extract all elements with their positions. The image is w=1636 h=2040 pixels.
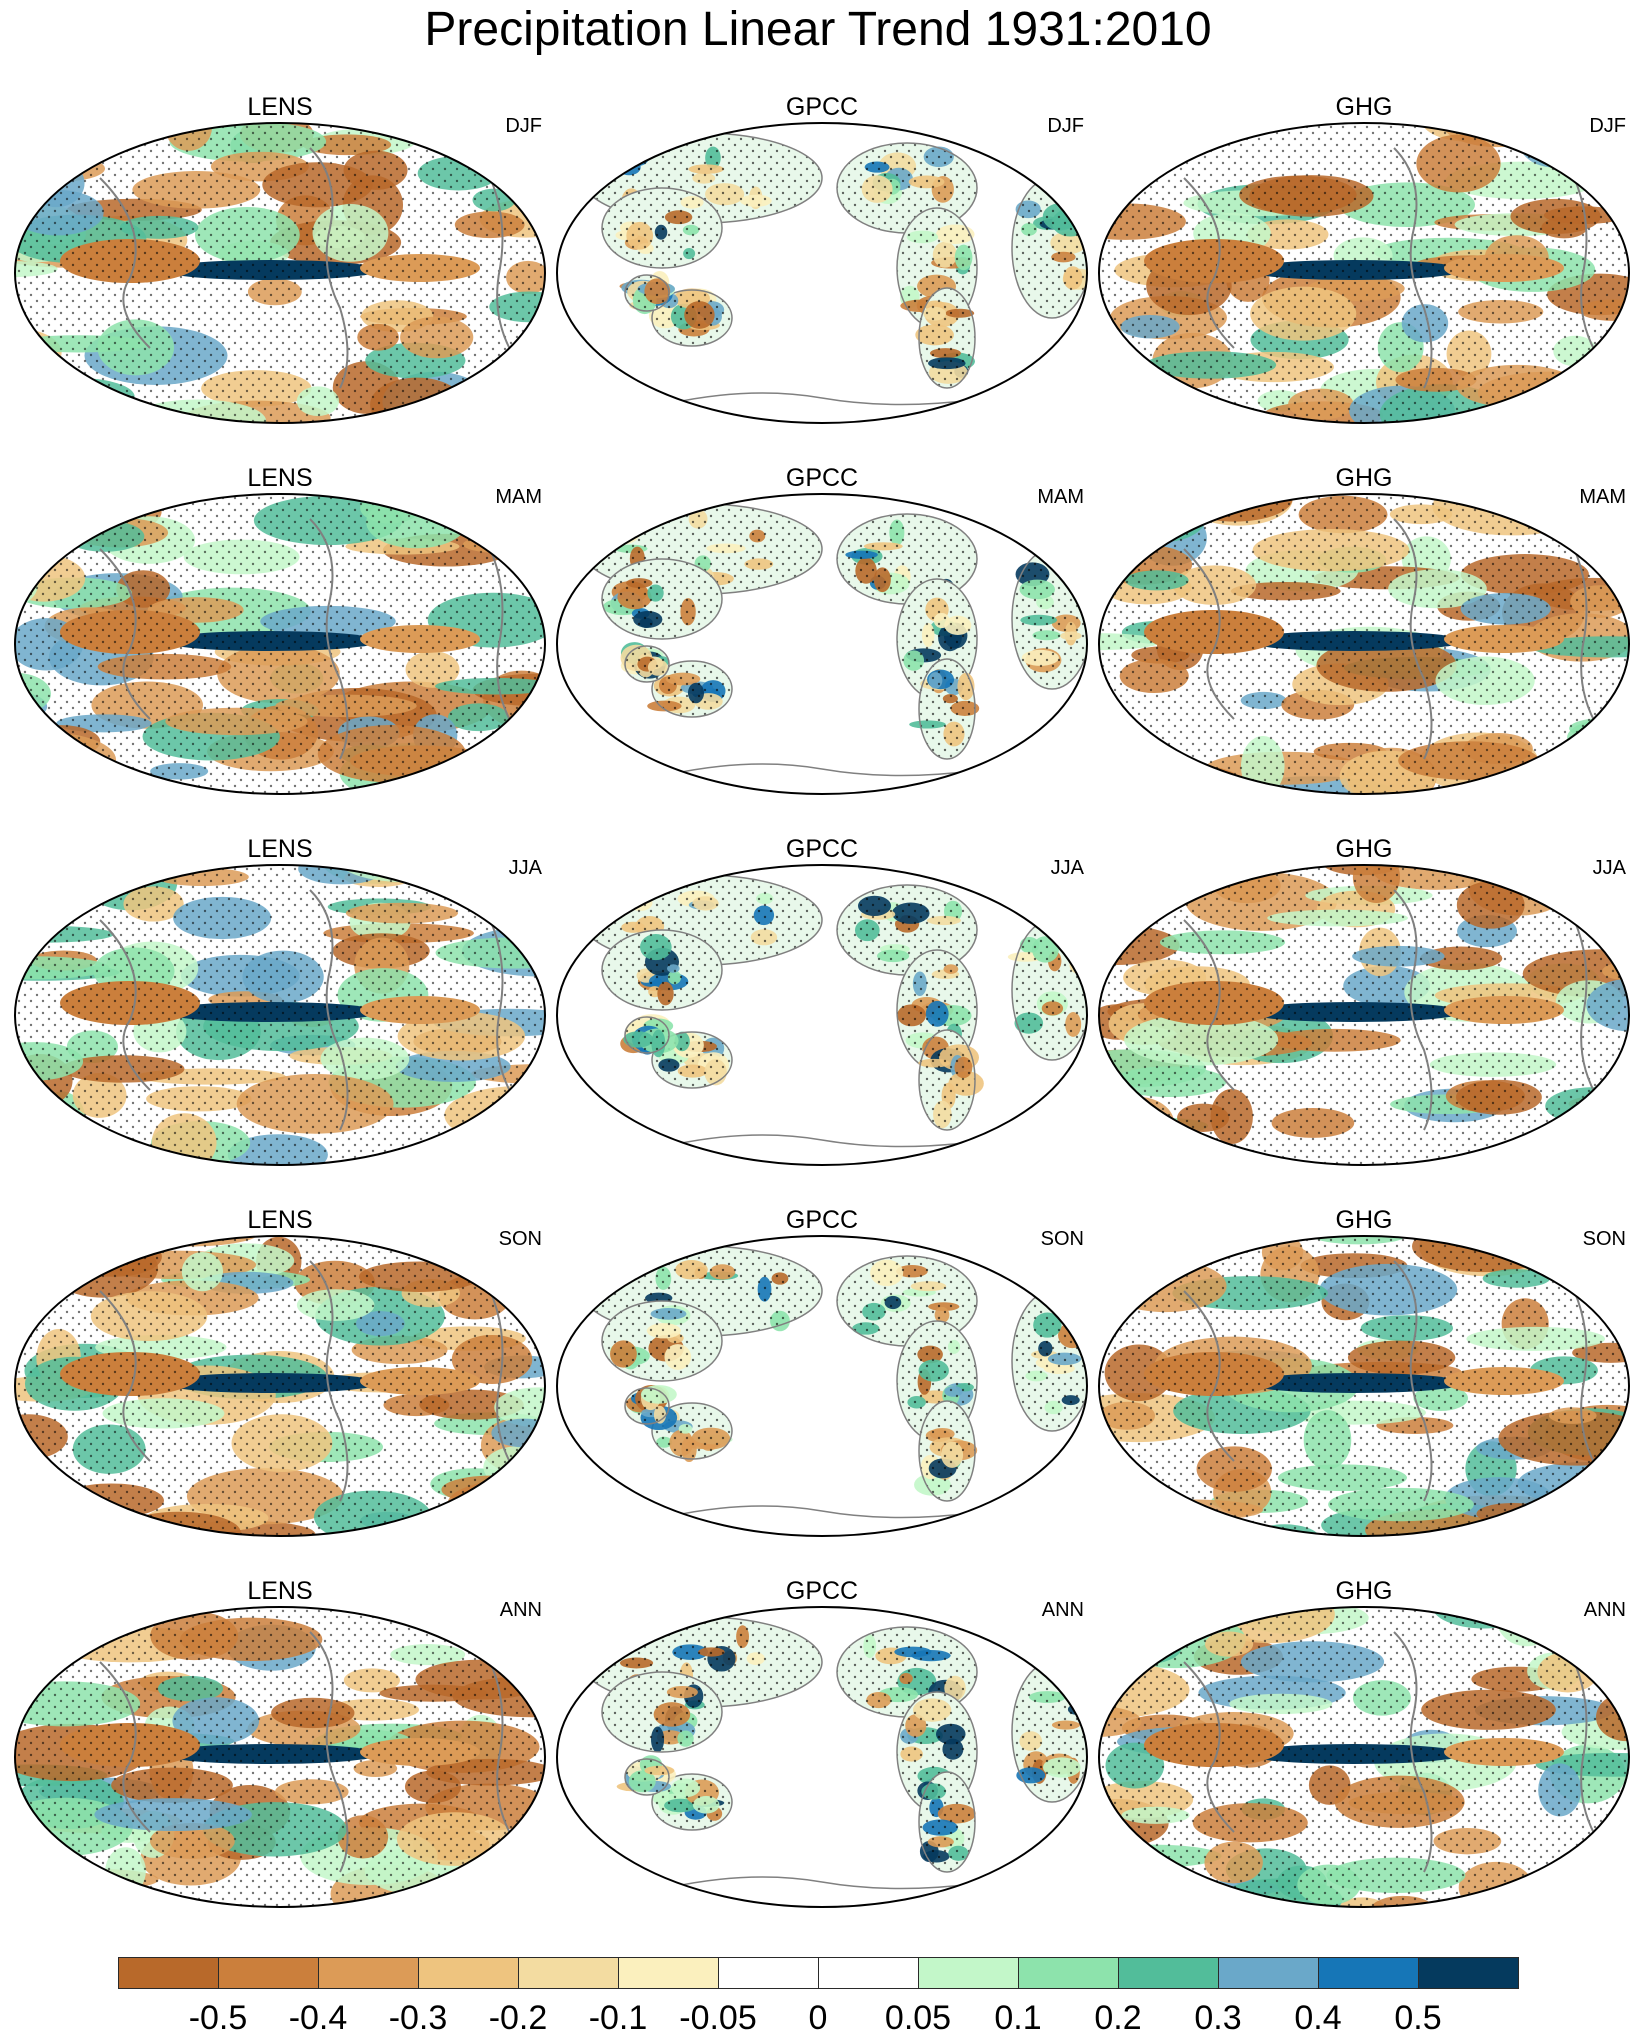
panel-season-label: DJF [505,115,542,137]
map-plot [14,864,546,1166]
panel-season-label: MAM [1579,486,1626,508]
panel-season-label: DJF [1589,115,1626,137]
map-plot [556,864,1088,1166]
colorbar-swatch [1218,1957,1319,1989]
map-plot [14,493,546,795]
panel-title: LENS [247,1206,313,1234]
colorbar-tick-label: 0.1 [994,1999,1042,2037]
panel-title: LENS [247,464,313,492]
map-panel-ghg-mam: GHG MAM [1094,463,1634,823]
map-panel-lens-ann: LENS ANN [10,1576,550,1936]
panel-season-label: SON [498,1228,542,1250]
panel-season-label: MAM [495,486,542,508]
colorbar-tick-label: -0.3 [388,1999,448,2037]
map-plot [1098,864,1630,1166]
colorbar-swatch [1318,1957,1419,1989]
panel-season-label: JJA [1050,857,1084,879]
panel-season-label: SON [1582,1228,1626,1250]
panel-season-label: ANN [1583,1599,1626,1621]
map-panel-gpcc-mam: GPCC MAM [552,463,1092,823]
panel-season-label: ANN [499,1599,542,1621]
colorbar-swatch [918,1957,1019,1989]
panel-title: GHG [1335,93,1393,121]
colorbar-swatch [118,1957,219,1989]
panel-season-label: SON [1040,1228,1084,1250]
colorbar-tick-label: 0.05 [884,1999,952,2037]
colorbar-swatch [818,1957,919,1989]
map-panel-ghg-ann: GHG ANN [1094,1576,1634,1936]
map-panel-lens-son: LENS SON [10,1205,550,1565]
map-plot [556,1606,1088,1908]
map-panel-ghg-djf: GHG DJF [1094,92,1634,452]
colorbar-swatch [418,1957,519,1989]
panel-season-label: JJA [1592,857,1626,879]
figure-title: Precipitation Linear Trend 1931:2010 [424,3,1212,56]
panel-title: GPCC [785,93,859,121]
colorbar-swatch [1418,1957,1519,1989]
map-plot [14,1235,546,1537]
panel-title: GPCC [785,1577,859,1605]
colorbar-tick-label: 0.4 [1294,1999,1342,2037]
colorbar-tick-label: 0 [808,1999,828,2037]
map-panel-lens-mam: LENS MAM [10,463,550,823]
map-plot [14,122,546,424]
map-panel-lens-jja: LENS JJA [10,834,550,1194]
colorbar-tick-label: 0.3 [1194,1999,1242,2037]
panel-season-label: ANN [1041,1599,1084,1621]
colorbar [118,1957,1519,1991]
colorbar-swatch [518,1957,619,1989]
colorbar-tick-label: -0.5 [188,1999,248,2037]
colorbar-tick-label: 0.2 [1094,1999,1142,2037]
map-panel-ghg-jja: GHG JJA [1094,834,1634,1194]
panel-season-label: MAM [1037,486,1084,508]
colorbar-swatch [318,1957,419,1989]
colorbar-swatch [1118,1957,1219,1989]
colorbar-swatch [718,1957,819,1989]
panel-title: GPCC [785,1206,859,1234]
colorbar-labels: -0.5 -0.4 -0.3 -0.2 -0.1 -0.05 0 0.05 0.1 0.2 0.3 0… [0,1998,1636,2040]
panel-title: GHG [1335,835,1393,863]
map-panel-gpcc-jja: GPCC JJA [552,834,1092,1194]
panel-title: GPCC [785,464,859,492]
map-panel-gpcc-ann: GPCC ANN [552,1576,1092,1936]
map-plot [1098,1606,1630,1908]
colorbar-tick-label: -0.2 [488,1999,548,2037]
map-plot [556,1235,1088,1537]
map-plot [1098,122,1630,424]
panel-title: GHG [1335,1206,1393,1234]
colorbar-swatch [218,1957,319,1989]
colorbar-tick-label: -0.1 [588,1999,648,2037]
panel-title: GPCC [785,835,859,863]
colorbar-tick-label: 0.5 [1394,1999,1442,2037]
map-plot [1098,493,1630,795]
colorbar-tick-label: -0.05 [679,1999,757,2037]
map-plot [1098,1235,1630,1537]
map-panel-gpcc-son: GPCC SON [552,1205,1092,1565]
colorbar-tick-label: -0.4 [288,1999,348,2037]
panel-title: LENS [247,835,313,863]
panel-title: GHG [1335,464,1393,492]
map-plot [14,1606,546,1908]
colorbar-swatch [618,1957,719,1989]
map-panel-ghg-son: GHG SON [1094,1205,1634,1565]
panel-title: GHG [1335,1577,1393,1605]
panel-season-label: DJF [1047,115,1084,137]
panel-title: LENS [247,1577,313,1605]
panel-title: LENS [247,93,313,121]
map-plot [556,493,1088,795]
map-panel-gpcc-djf: GPCC DJF [552,92,1092,452]
colorbar-swatch [1018,1957,1119,1989]
panel-season-label: JJA [508,857,542,879]
map-plot [556,122,1088,424]
map-panel-lens-djf: LENS DJF [10,92,550,452]
